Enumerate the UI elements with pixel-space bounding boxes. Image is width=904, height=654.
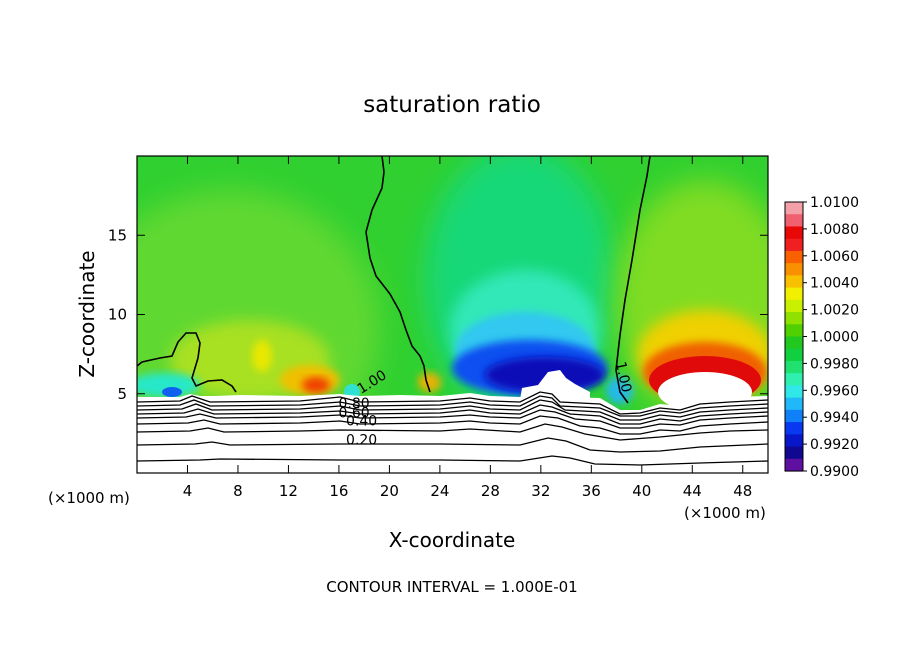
colorbar-label: 0.9940 <box>810 410 859 426</box>
colorbar-swatch <box>785 238 803 252</box>
colorbar-swatch <box>785 312 803 325</box>
colorbar-swatch <box>785 202 803 215</box>
y-tick-label: 5 <box>117 385 127 403</box>
colorbar-label: 0.9980 <box>810 356 859 372</box>
contour-line <box>137 423 768 441</box>
contour-line <box>137 455 768 466</box>
x-tick-label: 36 <box>582 482 601 500</box>
x-tick-label: 32 <box>531 482 550 500</box>
chart-title: saturation ratio <box>363 92 541 118</box>
x-tick-label: 16 <box>329 482 348 500</box>
colorbar-swatch <box>785 373 803 387</box>
field-region-orange-23 <box>418 372 442 392</box>
y-axis-label: Z-coordinate <box>75 250 99 377</box>
y-axis-ticks: 5 10 15 <box>108 226 768 403</box>
x-axis-label: X-coordinate <box>389 528 516 552</box>
colorbar-swatch <box>785 275 803 289</box>
surface-contours <box>137 391 768 466</box>
x-unit-label-left: (×1000 m) <box>48 489 130 507</box>
colorbar-label: 0.9900 <box>810 464 859 480</box>
colorbar-label: 1.0000 <box>810 330 859 346</box>
colorbar-swatch <box>785 360 803 374</box>
colorbar-label: 1.0020 <box>810 303 859 319</box>
contour-one-right <box>615 156 651 404</box>
colorbar-swatch <box>785 214 803 228</box>
contour-label: 0.80 <box>338 396 369 412</box>
y-tick-label: 15 <box>108 226 127 244</box>
colorbar-label: 1.0040 <box>810 276 859 292</box>
contour-line <box>137 437 768 453</box>
colorbar-swatch <box>785 250 803 264</box>
colorbar-swatch <box>785 422 803 435</box>
contour-line <box>137 391 768 415</box>
colorbar: 1.0100 1.0080 1.0060 1.0040 1.0020 1.0000 0.99… <box>784 195 859 480</box>
contour-label: 1.00 <box>612 360 634 394</box>
x-tick-label: 40 <box>632 482 651 500</box>
field-region-left-cyan <box>137 373 200 397</box>
contour-line <box>137 395 768 417</box>
contour-line <box>137 404 768 425</box>
y-tick-label: 10 <box>108 306 127 324</box>
colorbar-swatch <box>785 336 803 350</box>
colorbar-swatch <box>785 397 803 411</box>
colorbar-label: 1.0060 <box>810 249 859 265</box>
unit-contours <box>137 156 651 404</box>
colorbar-swatch <box>785 446 803 460</box>
x-tick-label: 48 <box>733 482 752 500</box>
colorbar-swatch <box>785 348 803 362</box>
colorbar-swatch <box>785 324 803 338</box>
field-region-red-14 <box>302 377 330 393</box>
x-tick-label: 20 <box>380 482 399 500</box>
contour-label: 0.60 <box>338 406 369 422</box>
colorbar-swatch <box>785 409 803 423</box>
colorbar-swatch <box>785 263 803 276</box>
x-tick-label: 12 <box>279 482 298 500</box>
colorbar-swatch <box>785 299 803 313</box>
colorbar-label: 0.9920 <box>810 437 859 453</box>
contour-line <box>137 409 768 429</box>
x-tick-label: 8 <box>233 482 243 500</box>
colorbar-label: 1.0100 <box>810 195 859 211</box>
contour-one-center <box>365 156 431 393</box>
x-unit-label-right: (×1000 m) <box>684 504 766 522</box>
colorbar-swatch <box>785 385 803 399</box>
x-tick-label: 4 <box>183 482 193 500</box>
contour-one-left-pocket <box>137 332 237 393</box>
x-tick-label: 28 <box>481 482 500 500</box>
x-tick-label: 24 <box>430 482 449 500</box>
contour-interval-note: CONTOUR INTERVAL = 1.000E-01 <box>326 578 577 596</box>
field-region-left-blue <box>162 387 182 397</box>
plot-area <box>136 155 769 474</box>
contour-label: 0.20 <box>346 432 377 448</box>
x-axis-ticks: 4 8 12 16 20 24 28 32 36 40 44 48 <box>183 156 752 500</box>
colorbar-label: 0.9960 <box>810 383 859 399</box>
colorbar-swatch <box>785 434 803 448</box>
contour-line <box>137 415 768 435</box>
saturation-field <box>137 156 768 473</box>
field-region-yellow-streak <box>252 340 272 372</box>
x-tick-label: 44 <box>683 482 702 500</box>
contour-line <box>137 399 768 421</box>
colorbar-label: 1.0080 <box>810 222 859 238</box>
colorbar-swatch <box>785 287 803 301</box>
contour-label: 0.40 <box>346 413 377 429</box>
colorbar-swatch <box>785 226 803 240</box>
colorbar-swatch <box>785 458 803 472</box>
